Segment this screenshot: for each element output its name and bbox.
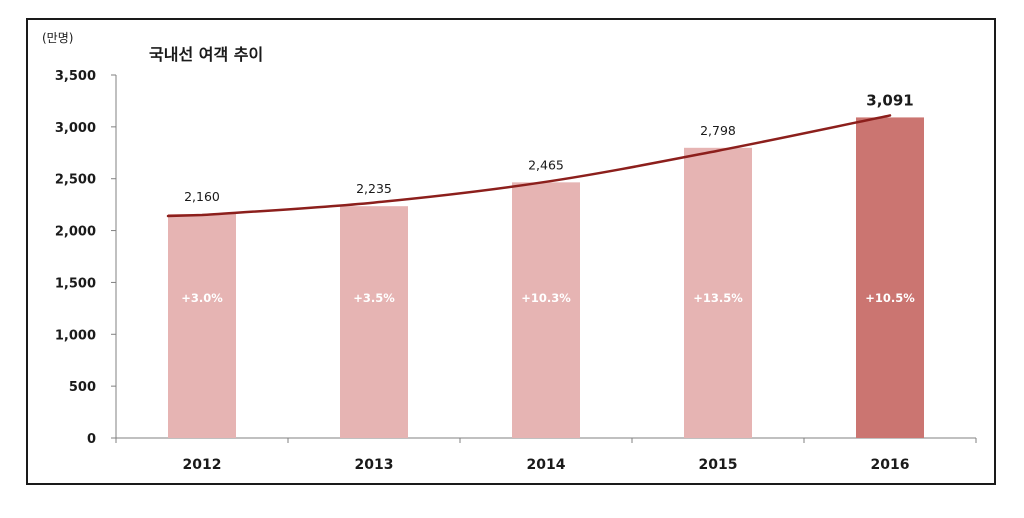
value-label: 2,160	[184, 189, 220, 204]
y-tick-label: 2,000	[55, 225, 96, 240]
y-tick-label: 1,000	[55, 328, 96, 343]
growth-label: +10.3%	[521, 291, 571, 305]
growth-label: +3.5%	[353, 291, 395, 305]
x-tick-label: 2014	[527, 457, 566, 473]
growth-label: +3.0%	[181, 291, 223, 305]
y-tick-label: 3,500	[55, 69, 96, 84]
y-tick-label: 500	[69, 380, 96, 395]
y-tick-label: 0	[87, 432, 96, 447]
x-tick-label: 2016	[871, 457, 910, 473]
value-label: 2,465	[528, 157, 564, 172]
bar	[168, 213, 236, 438]
bar	[340, 206, 408, 438]
growth-label: +10.5%	[865, 291, 915, 305]
value-label: 3,091	[866, 91, 913, 109]
chart-title: 국내선 여객 추이	[149, 45, 263, 64]
x-tick-label: 2015	[699, 457, 738, 473]
trendline	[166, 114, 892, 218]
chart-frame: (만명) 국내선 여객 추이 0 500 1,000 1,500 2,000 2,500 3…	[26, 18, 996, 485]
x-tick-label: 2012	[183, 457, 222, 473]
passenger-trend-chart: (만명) 국내선 여객 추이 0 500 1,000 1,500 2,000 2,500 3…	[42, 31, 977, 473]
value-label: 2,798	[700, 123, 736, 138]
plot-area: 0 500 1,000 1,500 2,000 2,500 3,000 3,500 +3.0% 2…	[55, 69, 977, 473]
y-tick-label: 2,500	[55, 173, 96, 188]
bar	[684, 147, 752, 438]
growth-label: +13.5%	[693, 291, 743, 305]
y-unit-label: (만명)	[42, 31, 73, 45]
bar	[512, 182, 580, 438]
x-tick-label: 2013	[355, 457, 394, 473]
y-tick-label: 1,500	[55, 276, 96, 291]
y-tick-label: 3,000	[55, 121, 96, 136]
value-label: 2,235	[356, 181, 392, 196]
bar	[856, 117, 924, 439]
